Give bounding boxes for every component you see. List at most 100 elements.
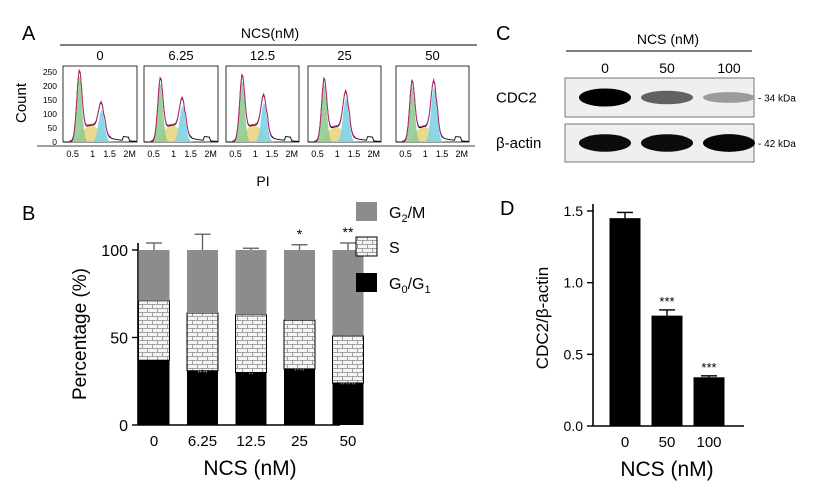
g2-phase-area [226, 102, 299, 142]
histogram-xtick: 0.5 [147, 149, 160, 159]
histogram-xtick: 2M [204, 149, 217, 159]
d-ytick-label: 1.0 [564, 275, 584, 291]
d-ylabel: CDC2/β-actin [533, 267, 552, 369]
histogram-xtick: 1.5 [436, 149, 449, 159]
d-ytick-label: 0.5 [564, 346, 584, 362]
b-bar-s [283, 319, 316, 370]
g1-phase-area [144, 83, 218, 142]
d-bar [609, 218, 641, 426]
g2-phase-area [396, 87, 469, 142]
b-sig-marker: ** [343, 224, 354, 240]
model-fit-curve [402, 77, 444, 142]
b-ytick-label: 0 [119, 418, 128, 435]
b-bar-s [186, 312, 219, 372]
b-legend-swatch [355, 236, 378, 257]
blot-band [579, 88, 631, 107]
histogram-ytick: 250 [43, 67, 57, 77]
model-fit-curve [314, 76, 356, 142]
lane-label-0: 0 [601, 60, 609, 76]
histogram-xtick: 0.5 [311, 149, 324, 159]
dose-label-3: 25 [337, 48, 351, 63]
g2-phase-area [308, 98, 381, 142]
d-sig-marker: *** [701, 360, 716, 375]
histogram-xtick: 1 [335, 149, 340, 159]
b-sig-marker: * [248, 366, 254, 382]
histogram-ytick: 200 [43, 81, 57, 91]
blot-band [641, 90, 693, 105]
histogram-4: 50 0.5 1 1.5 2M [395, 48, 470, 159]
g1-phase-area [396, 85, 469, 142]
b-xtick-label: 25 [291, 433, 308, 450]
dose-label-4: 50 [425, 48, 439, 63]
g2-phase-area [144, 105, 218, 142]
b-bar-g2-m [138, 250, 170, 301]
panel-letter-b: B [22, 203, 35, 225]
histogram-2: 12.5 0.5 1 1.5 2M [225, 48, 300, 159]
g1-phase-area [63, 75, 137, 142]
blot-band [703, 92, 755, 103]
histogram-xtick: 1 [253, 149, 258, 159]
histogram-xtick: 1 [90, 149, 95, 159]
model-fit-curve [232, 72, 274, 142]
histogram-ytick: 100 [43, 109, 57, 119]
b-xtick-label: 6.25 [188, 433, 217, 450]
b-legend-swatch [356, 273, 377, 292]
panel-letter-d: D [500, 198, 514, 220]
g1-phase-area [308, 83, 381, 142]
b-bar-g2-m [284, 250, 315, 320]
b-bar-g0-g1 [235, 372, 267, 425]
panel-a-ylabel: Count [13, 82, 30, 123]
b-ytick-label: 100 [101, 243, 128, 260]
b-bar-g2-m [332, 250, 364, 336]
d-xlabel: NCS (nM) [620, 458, 713, 481]
histogram-xtick: 2M [367, 149, 380, 159]
b-legend-swatch [356, 202, 377, 221]
d-ytick-label: 0.0 [564, 418, 584, 434]
blot-band [641, 134, 693, 152]
b-legend-item: G0/G1 [356, 273, 431, 296]
panel-c-header: NCS (nM) [637, 31, 699, 47]
model-fit-curve [69, 68, 112, 142]
histogram-xtick: 0.5 [399, 149, 412, 159]
b-bar-g0-g1 [332, 383, 364, 425]
b-sig-marker: ** [294, 362, 305, 378]
blot-row-0: CDC2 - 34 kDa [496, 77, 796, 118]
blot-size-label: - 42 kDa [758, 139, 796, 150]
panel-d: 0.0 0.5 1.0 1.5 CDC2/β-actin NCS (nM) 0 *** 50 **… [533, 203, 744, 481]
d-ytick-label: 1.5 [564, 203, 584, 219]
model-fit-curve [150, 76, 193, 142]
b-bar-s [235, 314, 267, 373]
histogram-xtick: 1.5 [348, 149, 361, 159]
panel-a-xlabel: PI [256, 173, 269, 189]
lane-label-2: 100 [717, 60, 741, 76]
dose-label-0: 0 [96, 48, 103, 63]
blot-band [579, 134, 631, 152]
b-bar-g0-g1 [138, 360, 170, 425]
b-bar-s [138, 300, 170, 361]
b-xtick-label: 0 [150, 433, 158, 450]
d-xtick-label: 0 [621, 434, 629, 451]
histogram-ytick: 50 [48, 123, 58, 133]
b-bar-g0-g1 [284, 369, 315, 425]
b-bar-s [332, 335, 364, 384]
b-bar-g0-g1 [187, 370, 218, 425]
histogram-xtick: 2M [123, 149, 136, 159]
dose-label-1: 6.25 [168, 48, 193, 63]
b-legend-item: G2/M [356, 202, 425, 225]
d-xtick-label: 50 [659, 434, 676, 451]
panel-a-header: NCS(nM) [241, 25, 299, 41]
b-legend-item: S [355, 236, 400, 257]
panel-letter-c: C [496, 23, 510, 45]
panel-a: NCS(nM) Count PI 0 0.5 1 1.5 2M 6.25 0.5 1 1.5 2M… [13, 25, 477, 189]
histogram-xtick: 0.5 [66, 149, 79, 159]
b-bar-g2-m [187, 250, 218, 313]
histogram-xtick: 1.5 [184, 149, 197, 159]
d-bar [651, 315, 683, 426]
b-xlabel: NCS (nM) [203, 457, 296, 480]
histogram-xtick: 2M [455, 149, 468, 159]
histogram-xtick: 1 [423, 149, 428, 159]
d-bar [693, 377, 725, 426]
blot-row-label: β-actin [496, 135, 541, 152]
